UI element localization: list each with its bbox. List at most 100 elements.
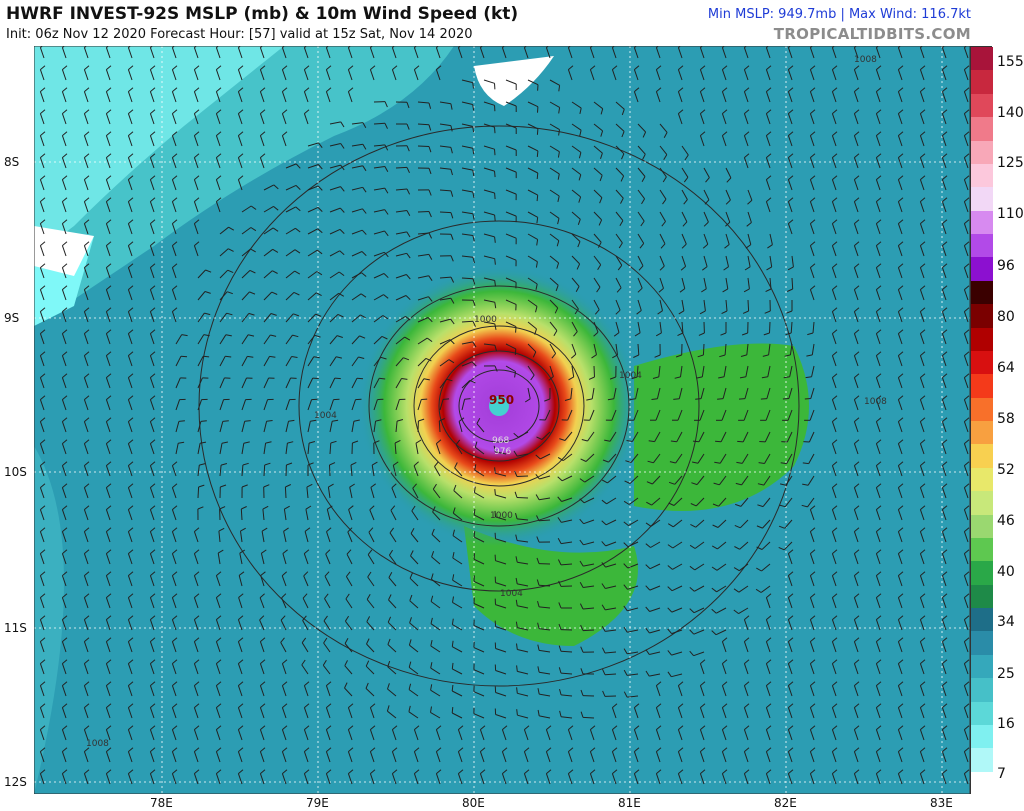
wind-barb (105, 245, 111, 257)
wind-barb (963, 223, 969, 235)
wind-barb-flag (634, 747, 640, 752)
wind-barb (127, 597, 133, 609)
wind-barb (395, 188, 408, 191)
wind-barb (545, 47, 551, 59)
wind-barb-flag (766, 153, 772, 158)
wind-barb (505, 299, 517, 305)
wind-barb (789, 343, 793, 355)
wind-barb (395, 231, 407, 235)
wind-barb (853, 421, 859, 433)
wind-barb (919, 553, 925, 565)
wind-barb-flag (942, 373, 948, 378)
wind-barb (461, 320, 474, 323)
wind-barb-flag (645, 585, 651, 591)
wind-barb (853, 377, 859, 389)
wind-barb (83, 289, 89, 301)
wind-barb (605, 563, 617, 568)
wind-barb (659, 299, 663, 311)
wind-barb-flag (626, 440, 633, 442)
wind-barb-flag (574, 308, 579, 315)
wind-barb (637, 255, 644, 267)
wind-barb-flag (84, 527, 90, 532)
wind-barb (438, 420, 441, 433)
wind-barb-flag (410, 550, 414, 557)
wind-barb-flag (920, 571, 926, 576)
wind-barb (941, 267, 947, 279)
wind-barb (699, 685, 705, 697)
wind-barb (127, 179, 133, 191)
wind-barb (681, 189, 688, 200)
wind-barb-flag (513, 450, 518, 457)
wind-barb (127, 355, 133, 367)
wind-barb (303, 751, 309, 763)
wind-barb (897, 245, 903, 257)
wind-barb-flag (623, 521, 629, 526)
wind-barb (746, 343, 749, 355)
wind-barb (897, 113, 903, 125)
wind-barb-flag (810, 46, 814, 48)
wind-barb-flag (40, 263, 46, 268)
wind-barb (725, 299, 728, 312)
wind-barb-flag (249, 269, 256, 274)
wind-barb (919, 223, 925, 235)
wind-barb (831, 487, 837, 499)
wind-barb-flag (656, 65, 662, 70)
wind-barb (787, 729, 793, 741)
wind-barb (672, 541, 683, 549)
wind-barb-flag (702, 243, 709, 249)
wind-barb (149, 465, 155, 477)
wind-barb (897, 179, 903, 191)
wind-barb (371, 465, 375, 477)
wind-barb-flag (557, 517, 562, 523)
wind-barb (473, 625, 485, 631)
wind-barb (501, 773, 507, 785)
wind-barb (919, 201, 925, 213)
wind-barb (83, 487, 89, 499)
wind-barb (785, 475, 793, 486)
wind-barb-flag (854, 483, 860, 488)
wind-barb (637, 211, 645, 222)
wind-barb (127, 421, 133, 433)
wind-barb-flag (40, 395, 46, 400)
wind-barb-flag (766, 659, 772, 664)
wind-barb-flag (725, 221, 731, 227)
wind-barb (763, 475, 771, 486)
wind-barb (495, 516, 507, 521)
wind-barb (329, 335, 338, 345)
wind-barb (721, 663, 727, 675)
wind-barb-flag (722, 131, 728, 136)
wind-barb-flag (876, 175, 882, 180)
wind-barb (417, 275, 429, 279)
wind-barb (633, 707, 639, 719)
wind-barb-flag (557, 559, 562, 566)
wind-barb-flag (667, 544, 674, 549)
wind-barb (650, 541, 661, 548)
wind-barb (259, 707, 265, 719)
wind-barb-flag (742, 310, 749, 314)
wind-barb-flag (964, 109, 970, 114)
light-wind-region (34, 46, 284, 256)
wind-barb (483, 211, 495, 216)
wind-barb (61, 223, 67, 235)
wind-barb (39, 399, 45, 411)
wind-barb-flag (588, 376, 595, 380)
wind-barb-flag (261, 527, 268, 532)
wind-barb (495, 538, 507, 543)
wind-barb (61, 465, 67, 477)
wind-barb-flag (225, 334, 232, 337)
wind-barb-flag (964, 571, 970, 576)
wind-barb-flag (106, 395, 112, 400)
wind-barb-flag (361, 229, 367, 235)
wind-barb-flag (472, 235, 475, 242)
wind-barb-flag (876, 769, 882, 774)
wind-barb-flag (178, 441, 185, 444)
wind-barb-flag (128, 571, 134, 576)
wind-barb-flag (40, 593, 46, 598)
wind-barb (237, 69, 243, 81)
wind-barb-flag (766, 65, 772, 70)
wind-barb-flag (269, 355, 276, 358)
wind-barb-flag (450, 169, 453, 176)
wind-barb-flag (876, 307, 882, 312)
colorbar-segment (971, 608, 993, 632)
wind-barb (83, 179, 89, 191)
